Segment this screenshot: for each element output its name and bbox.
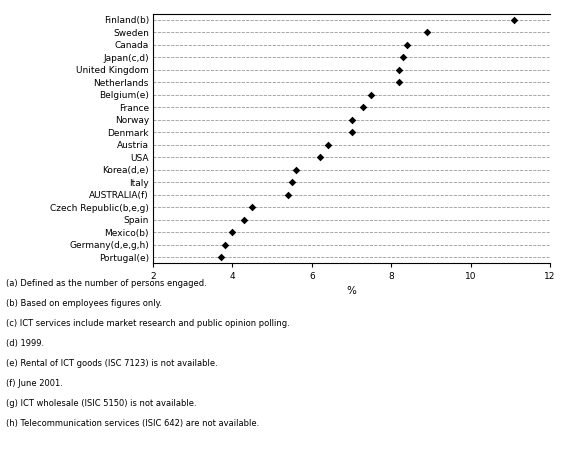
Point <box>291 166 301 173</box>
Point <box>359 104 368 111</box>
Text: (g) ICT wholesale (ISIC 5150) is not available.: (g) ICT wholesale (ISIC 5150) is not ava… <box>6 399 196 408</box>
Point <box>228 228 237 236</box>
Point <box>284 191 293 198</box>
Point <box>323 141 332 148</box>
Text: (e) Rental of ICT goods (ISC 7123) is not available.: (e) Rental of ICT goods (ISC 7123) is no… <box>6 359 217 368</box>
Point <box>395 66 404 74</box>
Text: (f) June 2001.: (f) June 2001. <box>6 379 62 388</box>
Point <box>347 116 356 123</box>
Point <box>399 54 408 61</box>
Point <box>422 29 431 36</box>
Point <box>510 16 519 24</box>
Point <box>315 153 324 161</box>
Point <box>403 41 412 49</box>
Text: (a) Defined as the number of persons engaged.: (a) Defined as the number of persons eng… <box>6 279 206 288</box>
Point <box>220 241 229 248</box>
Text: (b) Based on employees figures only.: (b) Based on employees figures only. <box>6 299 162 308</box>
Point <box>395 79 404 86</box>
Point <box>240 216 249 223</box>
Text: (h) Telecommunication services (ISIC 642) are not available.: (h) Telecommunication services (ISIC 642… <box>6 419 259 428</box>
Point <box>347 128 356 136</box>
Text: (d) 1999.: (d) 1999. <box>6 339 44 348</box>
X-axis label: %: % <box>346 286 357 296</box>
Point <box>248 203 257 211</box>
Text: (c) ICT services include market research and public opinion polling.: (c) ICT services include market research… <box>6 319 289 328</box>
Point <box>287 178 297 186</box>
Point <box>216 253 225 261</box>
Point <box>367 91 376 99</box>
